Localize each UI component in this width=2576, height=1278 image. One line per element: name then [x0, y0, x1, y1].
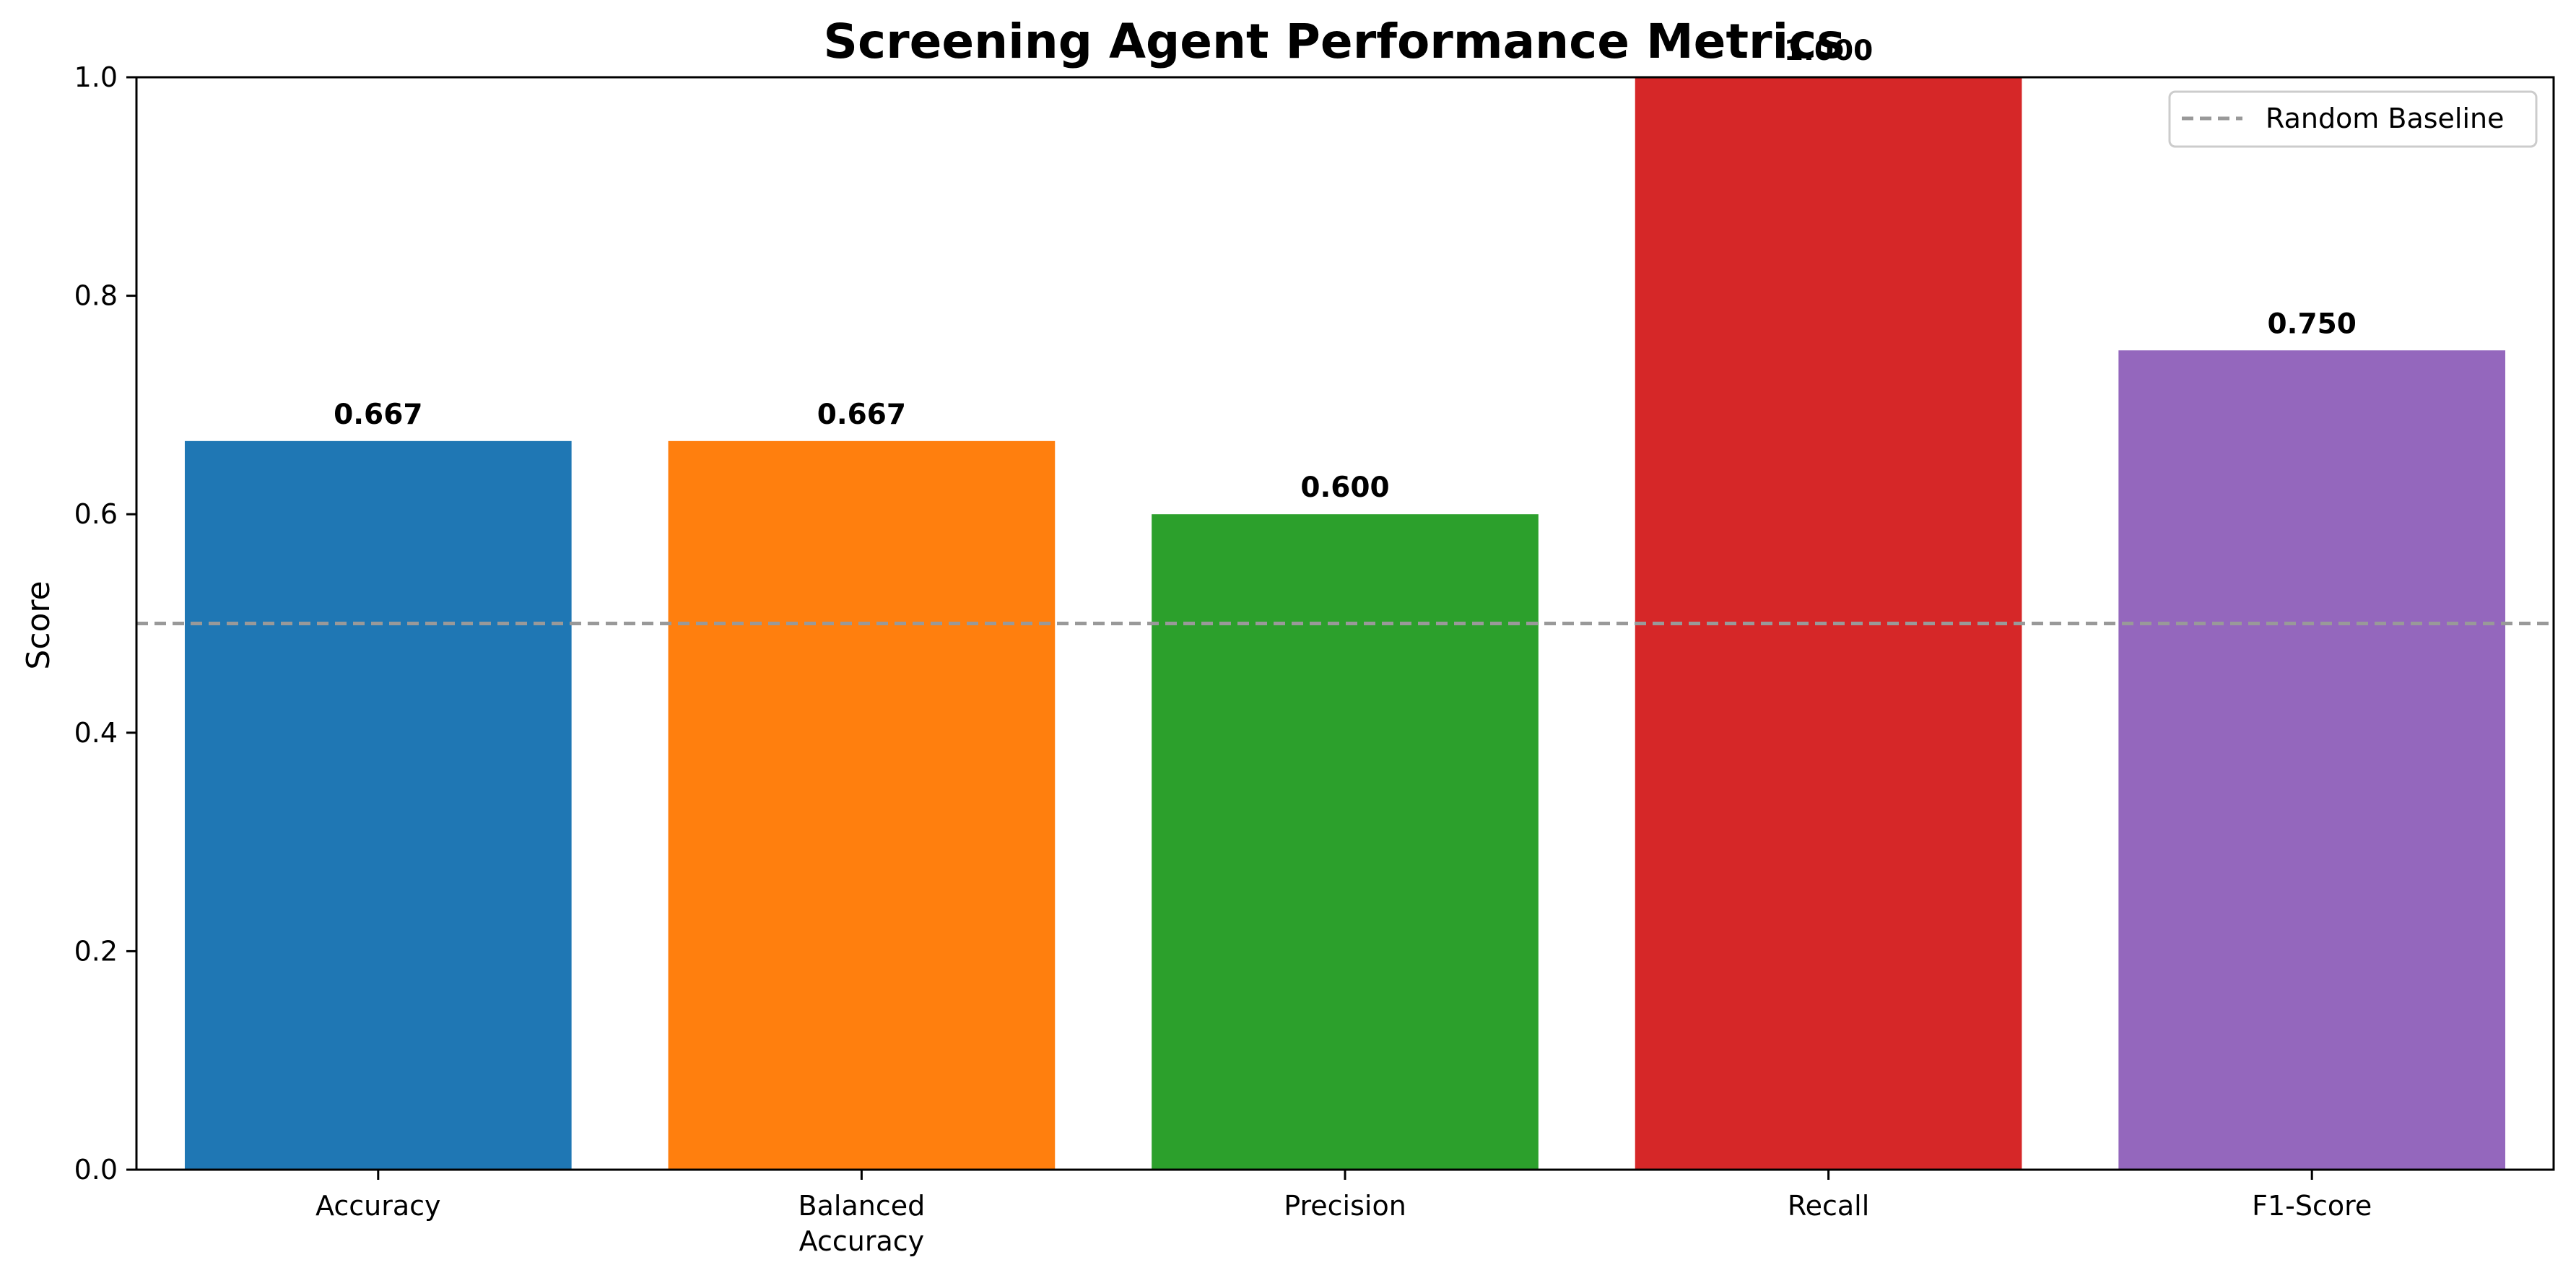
- y-tick-label-3: 0.6: [74, 498, 118, 530]
- bar-4: [2118, 350, 2506, 1170]
- x-tick-label-3: Recall: [1788, 1190, 1869, 1222]
- data-label-4: 0.750: [2268, 308, 2357, 340]
- y-tick-label-4: 0.8: [74, 280, 118, 312]
- x-tick-label-4: F1-Score: [2252, 1190, 2372, 1222]
- legend-label-random-baseline: Random Baseline: [2266, 103, 2505, 134]
- data-label-1: 0.667: [817, 399, 906, 431]
- data-label-0: 0.667: [334, 399, 422, 431]
- bar-0: [184, 440, 572, 1170]
- data-label-3: 1.000: [1784, 35, 1873, 67]
- legend-box: [2168, 90, 2538, 148]
- x-tick-label-1-line-0: Balanced: [799, 1190, 926, 1222]
- y-tick-label-5: 1.0: [74, 61, 118, 93]
- y-tick-label-0: 0.0: [74, 1154, 118, 1186]
- x-tick-label-1-line-1: Accuracy: [799, 1225, 925, 1257]
- y-tick-label-2: 0.4: [74, 717, 118, 749]
- x-tick-label-2: Precision: [1284, 1190, 1406, 1222]
- bar-1: [668, 440, 1056, 1170]
- y-tick-label-1: 0.2: [74, 935, 118, 967]
- chart-title: Screening Agent Performance Metrics: [823, 14, 1845, 69]
- y-axis-label: Score: [20, 581, 57, 669]
- data-label-2: 0.600: [1300, 471, 1389, 504]
- x-tick-label-0: Accuracy: [316, 1190, 441, 1222]
- bar-2: [1152, 514, 1539, 1170]
- legend: Random Baseline: [2168, 90, 2538, 148]
